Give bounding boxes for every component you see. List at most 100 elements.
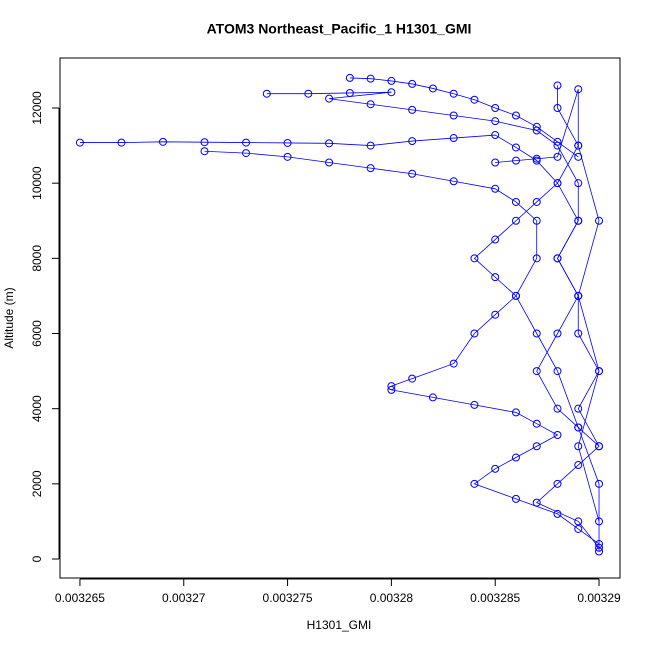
- point: [532, 367, 541, 376]
- point: [449, 89, 458, 98]
- x-tick-label: 0.00327: [162, 591, 206, 605]
- point: [553, 103, 562, 112]
- point: [574, 517, 583, 526]
- chart-title: ATOM3 Northeast_Pacific_1 H1301_GMI: [207, 21, 472, 37]
- point: [532, 419, 541, 428]
- point: [574, 423, 583, 432]
- point: [595, 367, 604, 376]
- y-tick-label: 12000: [30, 91, 44, 125]
- point: [387, 76, 396, 85]
- point: [511, 111, 520, 120]
- point: [595, 547, 604, 556]
- trace-line: [79, 134, 559, 387]
- point: [408, 374, 417, 383]
- point: [574, 216, 583, 225]
- point: [491, 158, 500, 167]
- x-axis-label: H1301_GMI: [307, 618, 372, 632]
- point: [470, 400, 479, 409]
- point: [532, 197, 541, 206]
- x-tick-label: 0.003265: [55, 591, 105, 605]
- point: [75, 138, 84, 147]
- point: [242, 138, 251, 147]
- point: [574, 329, 583, 338]
- point: [532, 154, 541, 163]
- trace-line: [204, 150, 600, 552]
- point: [366, 100, 375, 109]
- x-tick-label: 0.00328: [370, 591, 414, 605]
- point: [553, 404, 562, 413]
- point: [553, 81, 562, 90]
- point: [408, 105, 417, 114]
- y-tick-label: 8000: [30, 245, 44, 272]
- y-tick-label: 6000: [30, 320, 44, 347]
- point: [532, 498, 541, 507]
- point: [595, 543, 604, 552]
- point: [408, 169, 417, 178]
- point: [511, 197, 520, 206]
- x-tick-label: 0.003285: [470, 591, 520, 605]
- point: [449, 134, 458, 143]
- point: [325, 158, 334, 167]
- point: [511, 291, 520, 300]
- point: [491, 310, 500, 319]
- point: [595, 479, 604, 488]
- point: [595, 216, 604, 225]
- point: [491, 273, 500, 282]
- point: [387, 88, 396, 97]
- point: [158, 137, 167, 146]
- point: [345, 73, 354, 82]
- point: [532, 329, 541, 338]
- point: [553, 179, 562, 188]
- point: [574, 141, 583, 150]
- point: [449, 111, 458, 120]
- point: [491, 103, 500, 112]
- point: [428, 84, 437, 93]
- point: [553, 367, 562, 376]
- trace-line: [536, 85, 600, 548]
- point: [283, 138, 292, 147]
- point: [553, 430, 562, 439]
- point: [553, 152, 562, 161]
- point: [262, 89, 271, 98]
- point: [491, 131, 500, 140]
- trace-line: [495, 89, 600, 522]
- point: [345, 88, 354, 97]
- point: [470, 479, 479, 488]
- point: [574, 179, 583, 188]
- point: [117, 138, 126, 147]
- point: [511, 143, 520, 152]
- point: [408, 137, 417, 146]
- point: [532, 442, 541, 451]
- point: [200, 138, 209, 147]
- point: [491, 117, 500, 126]
- point: [511, 408, 520, 417]
- point: [574, 524, 583, 533]
- point: [470, 95, 479, 104]
- point: [325, 94, 334, 103]
- point: [283, 152, 292, 161]
- x-tick-label: 0.003275: [263, 591, 313, 605]
- point: [408, 79, 417, 88]
- point: [366, 141, 375, 150]
- y-tick-label: 4000: [30, 395, 44, 422]
- point: [553, 254, 562, 263]
- point: [366, 74, 375, 83]
- point: [574, 442, 583, 451]
- y-tick-label: 10000: [30, 166, 44, 200]
- point: [532, 216, 541, 225]
- point: [511, 156, 520, 165]
- x-tick-label: 0.00329: [577, 591, 621, 605]
- y-tick-label: 0: [30, 555, 44, 562]
- point: [200, 147, 209, 156]
- plot-box: [59, 57, 621, 579]
- point: [532, 126, 541, 135]
- point: [449, 177, 458, 186]
- point: [491, 184, 500, 193]
- point: [428, 393, 437, 402]
- point: [532, 254, 541, 263]
- point: [304, 89, 313, 98]
- y-tick-label: 2000: [30, 470, 44, 497]
- point: [511, 216, 520, 225]
